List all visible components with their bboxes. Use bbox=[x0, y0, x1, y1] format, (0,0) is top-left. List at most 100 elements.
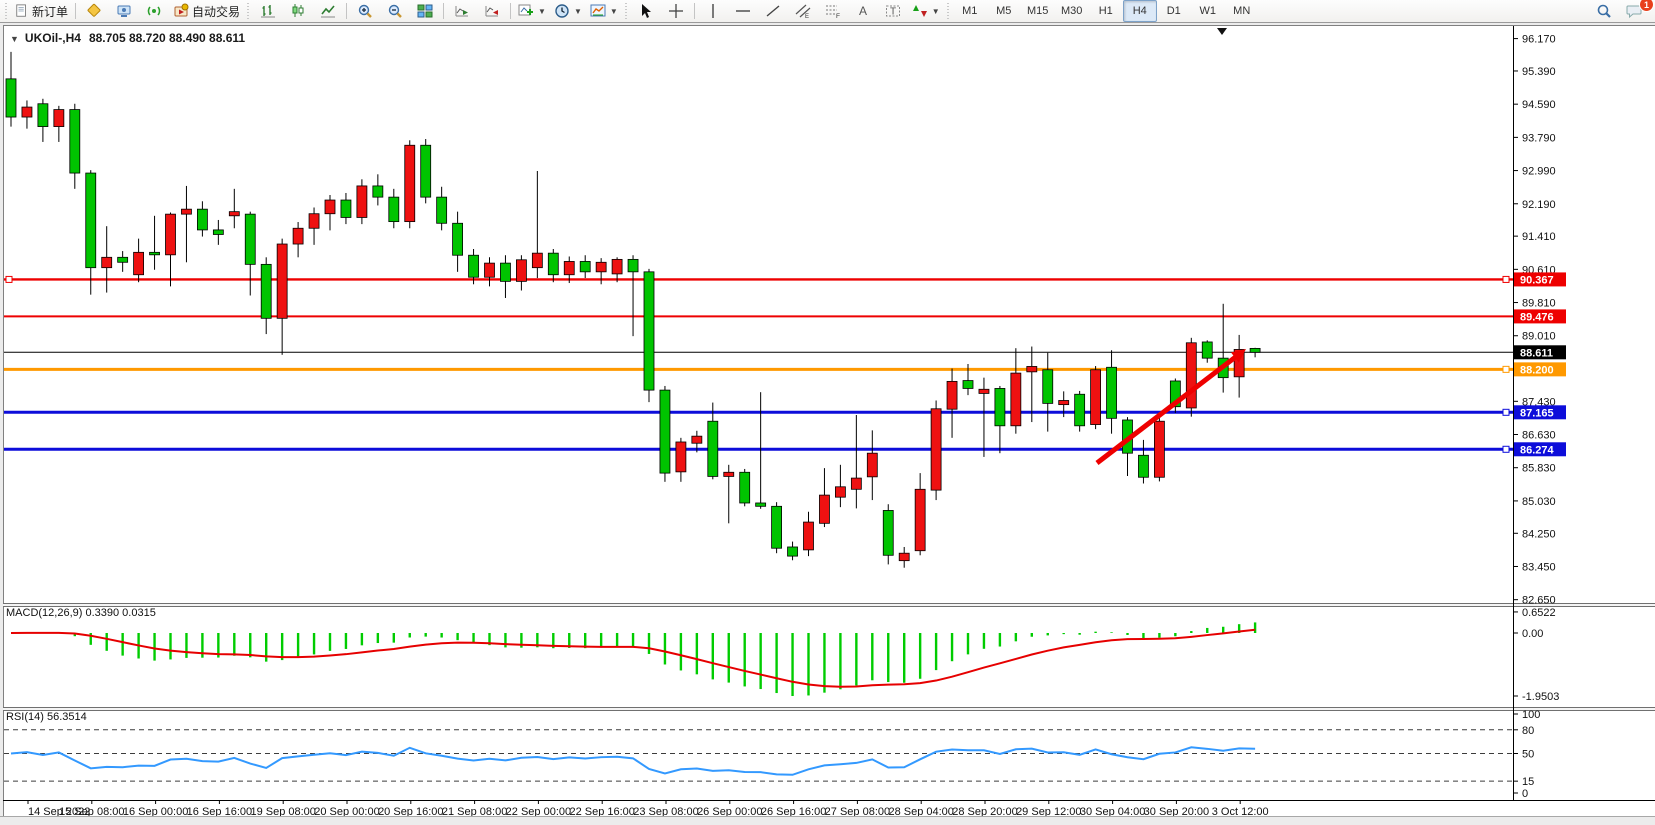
notification-badge: 1 bbox=[1639, 0, 1654, 12]
candle-body bbox=[500, 262, 511, 282]
candle-body bbox=[149, 251, 160, 256]
trend-arrow[interactable] bbox=[1095, 353, 1240, 465]
periods-caret: ▼ bbox=[573, 6, 582, 16]
status-strip bbox=[0, 816, 1655, 825]
time-tick-label: 16 Sep 16:00 bbox=[187, 806, 252, 818]
timeframe-h4[interactable]: H4 bbox=[1122, 0, 1157, 22]
fibonacci-tool-button[interactable]: F bbox=[818, 0, 848, 22]
candle-body bbox=[356, 185, 368, 218]
hline-handle-left[interactable] bbox=[5, 275, 13, 283]
price-tick-label: 91.410 bbox=[1522, 231, 1556, 243]
auto-trading-icon bbox=[174, 3, 189, 17]
tile-windows-button[interactable] bbox=[410, 0, 440, 22]
price-badge-text: 89.476 bbox=[1520, 311, 1554, 323]
candle-body bbox=[898, 552, 910, 562]
hline-handle-right[interactable] bbox=[1502, 408, 1510, 416]
candle-body bbox=[452, 222, 464, 256]
time-tick-label: 21 Sep 08:00 bbox=[442, 806, 507, 818]
candle-body bbox=[53, 109, 65, 127]
auto-scroll-button[interactable] bbox=[447, 0, 477, 22]
price-tick-label: 85.830 bbox=[1522, 463, 1556, 475]
indicators-button[interactable]: ▼ bbox=[514, 0, 550, 22]
candle-body bbox=[531, 252, 543, 269]
price-badge-87.165 bbox=[1514, 405, 1566, 420]
text-label-tool-button[interactable]: T bbox=[878, 0, 908, 22]
rsi-splitter[interactable] bbox=[3, 707, 1655, 711]
hline-handle-right[interactable] bbox=[1502, 365, 1510, 373]
hline-handle-right[interactable] bbox=[1502, 445, 1510, 453]
timeframe-w1[interactable]: W1 bbox=[1199, 5, 1216, 17]
candle-body bbox=[5, 78, 17, 118]
timeframe-m30[interactable]: M30 bbox=[1061, 5, 1083, 17]
horizontal-line-tool-button[interactable] bbox=[728, 0, 758, 22]
scroll-end-marker[interactable] bbox=[1217, 28, 1227, 35]
candle-body bbox=[611, 258, 623, 275]
time-tick-label: 26 Sep 00:00 bbox=[697, 806, 762, 818]
price-tick-label: 93.790 bbox=[1522, 132, 1556, 144]
time-tick-label: 22 Sep 16:00 bbox=[569, 806, 634, 818]
search-button[interactable] bbox=[1589, 0, 1619, 22]
candle-body bbox=[1074, 393, 1086, 427]
timeframe-m5[interactable]: M5 bbox=[996, 5, 1012, 17]
price-tick-label: 89.010 bbox=[1522, 331, 1556, 343]
hline-handle-right[interactable] bbox=[1502, 275, 1510, 283]
price-badge-text: 87.165 bbox=[1520, 407, 1554, 419]
main-toolbar: 新订单 自动交易 bbox=[0, 0, 1655, 23]
trendline-tool-button[interactable] bbox=[758, 0, 788, 22]
zoom-out-button[interactable] bbox=[380, 0, 410, 22]
price-tick-label: 83.450 bbox=[1522, 561, 1556, 573]
new-order-button[interactable]: 新订单 bbox=[11, 0, 72, 22]
timeframe-h1[interactable]: H1 bbox=[1098, 5, 1113, 17]
crosshair-tool-button[interactable] bbox=[661, 0, 691, 22]
price-badge-text: 86.274 bbox=[1520, 444, 1555, 456]
toolbar-grip[interactable] bbox=[4, 3, 9, 19]
bar-chart-mode-button[interactable] bbox=[253, 0, 283, 22]
candle-body bbox=[659, 389, 671, 474]
candle-body bbox=[196, 208, 208, 231]
candle-body bbox=[1090, 369, 1101, 425]
candle-body bbox=[723, 471, 735, 477]
auto-trading-button[interactable]: 自动交易 bbox=[169, 0, 244, 22]
chat-button[interactable]: 1 bbox=[1619, 0, 1654, 22]
macd-splitter[interactable] bbox=[3, 603, 1655, 607]
one-click-trading-toggle[interactable]: ▼ bbox=[10, 34, 19, 44]
chart-canvas[interactable]: 96.170 95.390 94.590 93.790 92.990 92.190 91.4… bbox=[0, 23, 1655, 825]
symbol-period-label: UKOil-,H4 bbox=[24, 31, 81, 45]
candle-body bbox=[212, 229, 224, 235]
candlestick-mode-button[interactable] bbox=[283, 0, 313, 22]
macd-axis-label: 0.00 bbox=[1522, 628, 1543, 640]
price-badge-text: 88.611 bbox=[1520, 347, 1553, 359]
timeframe-mn[interactable]: MN bbox=[1233, 5, 1251, 17]
trade-history-button[interactable] bbox=[79, 0, 109, 22]
candle-body bbox=[643, 271, 655, 391]
chart-shift-button[interactable] bbox=[477, 0, 507, 22]
templates-button[interactable]: ▼ bbox=[586, 0, 622, 22]
periods-button[interactable]: ▼ bbox=[550, 0, 586, 22]
candle-body bbox=[1058, 400, 1070, 406]
price-tick-label: 86.630 bbox=[1522, 430, 1556, 442]
channel-tool-button[interactable]: E bbox=[788, 0, 818, 22]
search-icon bbox=[1597, 4, 1611, 18]
text-tool-button[interactable]: A bbox=[848, 0, 878, 22]
arrows-tool-button[interactable]: ▼ bbox=[908, 0, 944, 22]
candle-body bbox=[516, 259, 527, 282]
timeframe-d1[interactable]: D1 bbox=[1166, 5, 1181, 17]
candle-body bbox=[563, 261, 575, 276]
line-chart-mode-button[interactable] bbox=[313, 0, 343, 22]
macd-axis-label: 0.6522 bbox=[1522, 607, 1556, 619]
timeframe-m1[interactable]: M1 bbox=[962, 5, 978, 17]
candle-body bbox=[595, 261, 607, 273]
candle-body bbox=[547, 252, 559, 276]
timeframe-m15[interactable]: M15 bbox=[1027, 5, 1049, 17]
rsi-axis-label: 15 bbox=[1522, 776, 1534, 788]
crosshair-icon bbox=[668, 4, 683, 18]
price-badge-text: 88.200 bbox=[1520, 364, 1554, 376]
time-tick-label: 20 Sep 00:00 bbox=[314, 806, 379, 818]
signals-button[interactable] bbox=[139, 0, 169, 22]
zoom-in-button[interactable] bbox=[350, 0, 380, 22]
zoom-in-icon bbox=[358, 4, 372, 18]
vertical-line-tool-button[interactable] bbox=[698, 0, 728, 22]
cursor-tool-button[interactable] bbox=[631, 0, 661, 22]
rsi-axis-label: 80 bbox=[1522, 725, 1534, 737]
virtual-hosting-button[interactable] bbox=[109, 0, 139, 22]
